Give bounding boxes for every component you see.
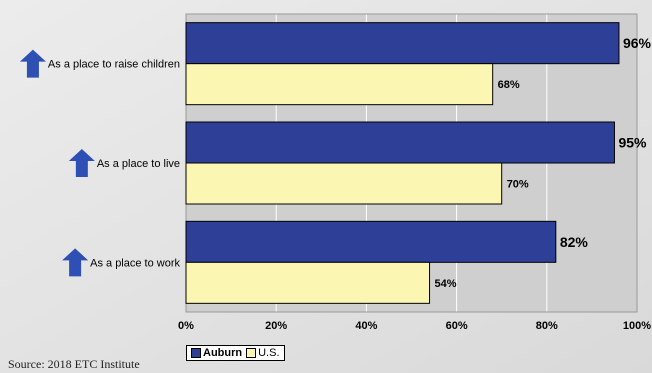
legend-swatch-auburn [191, 348, 201, 358]
data-label-u-s-as-a-place-to-work: 54% [435, 278, 457, 290]
up-arrow-icon [62, 248, 89, 277]
bar-u-s-as-a-place-to-live [185, 162, 503, 205]
x-tick-label: 40% [355, 320, 377, 332]
x-tick-label: 60% [446, 320, 468, 332]
legend-label-auburn: Auburn [203, 347, 243, 359]
x-tick-label: 80% [536, 320, 558, 332]
category-label-as-a-place-to-raise-children: As a place to raise children [48, 59, 180, 71]
data-label-u-s-as-a-place-to-raise-children: 68% [498, 79, 520, 91]
data-labels: 96% 68% 95% 70% 82% 54% [435, 35, 652, 290]
bar-auburn-as-a-place-to-raise-children [185, 22, 620, 65]
bar-auburn-as-a-place-to-work [185, 220, 557, 263]
x-tick-label: 0% [178, 320, 194, 332]
legend-swatch-us [246, 348, 257, 358]
x-axis-ticks: 0% 20% 40% 60% 80% 100% [178, 320, 651, 332]
x-tick-label: 100% [623, 320, 651, 332]
category-label-as-a-place-to-work: As a place to work [90, 257, 180, 269]
data-label-auburn-as-a-place-to-live: 95% [618, 135, 647, 151]
data-label-auburn-as-a-place-to-work: 82% [560, 234, 589, 250]
category-labels: As a place to raise children As a place t… [19, 49, 180, 277]
bars [185, 22, 620, 304]
up-arrow-icon [19, 49, 46, 78]
bar-u-s-as-a-place-to-work [185, 261, 431, 304]
bar-auburn-as-a-place-to-live [185, 121, 615, 164]
up-arrow-icon [68, 149, 95, 177]
x-tick-label: 20% [265, 320, 287, 332]
data-label-u-s-as-a-place-to-live: 70% [507, 179, 529, 191]
legend: Auburn U.S. [186, 345, 285, 361]
category-label-as-a-place-to-live: As a place to live [97, 158, 180, 170]
legend-label-us: U.S. [258, 347, 280, 359]
legend-item-auburn: Auburn [191, 347, 242, 359]
legend-item-us: U.S. [246, 347, 280, 359]
data-label-auburn-as-a-place-to-raise-children: 96% [623, 35, 652, 51]
bar-u-s-as-a-place-to-raise-children [185, 63, 494, 106]
source-note: Source: 2018 ETC Institute [8, 357, 140, 371]
